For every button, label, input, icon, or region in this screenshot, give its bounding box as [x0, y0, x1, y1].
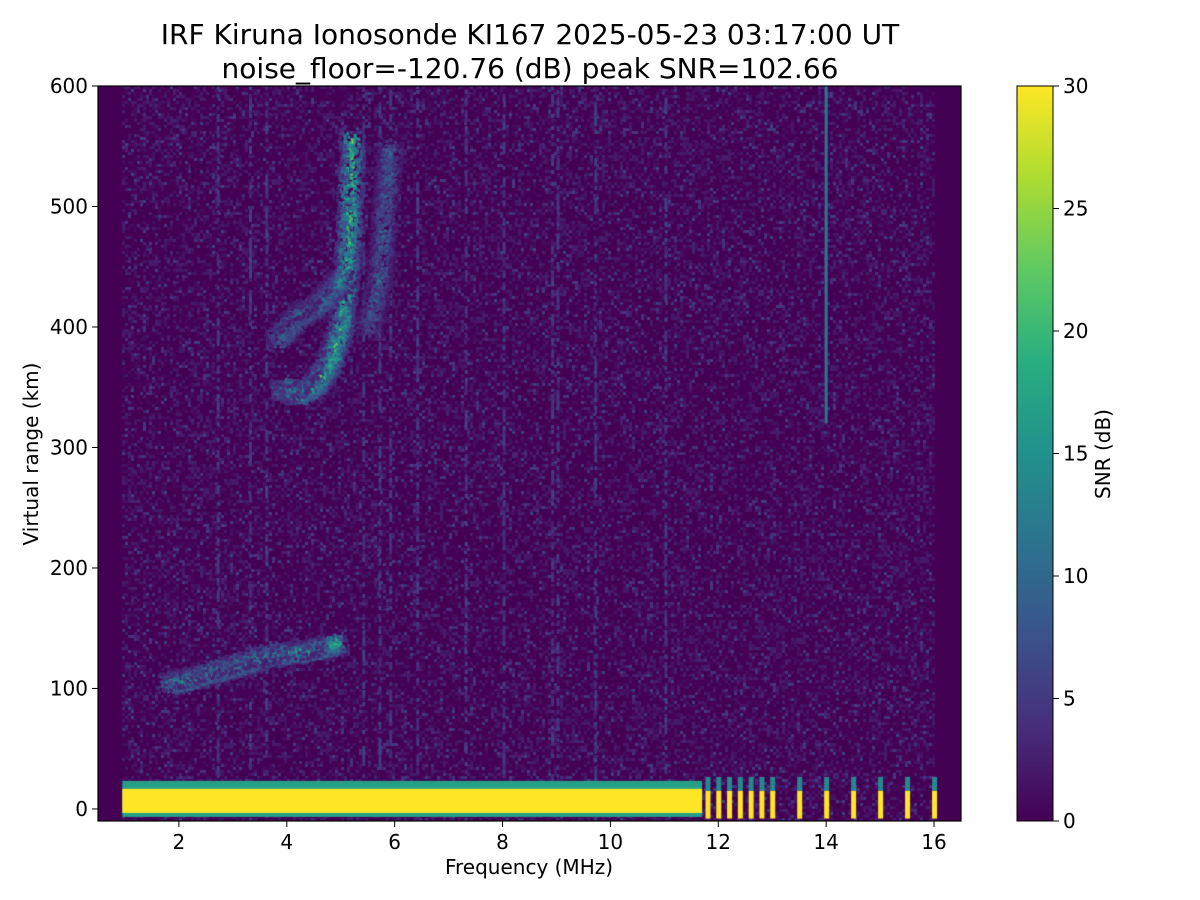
colorbar-tick-label: 25: [1063, 197, 1088, 221]
x-axis: 2 4 6 8 10 12 14 16: [173, 821, 947, 854]
x-tick-label: 16: [921, 830, 946, 854]
x-axis-label: Frequency (MHz): [445, 855, 613, 879]
x-tick-label: 8: [496, 830, 509, 854]
x-tick-label: 12: [706, 830, 731, 854]
y-tick-label: 400: [50, 315, 88, 339]
colorbar-tick-label: 0: [1063, 809, 1076, 833]
colorbar-tick-label: 10: [1063, 564, 1088, 588]
colorbar-tick-label: 20: [1063, 319, 1088, 343]
x-tick-label: 4: [280, 830, 293, 854]
y-axis-label: Virtual range (km): [19, 363, 43, 546]
y-tick-label: 600: [50, 74, 88, 98]
plot-frame: [97, 85, 962, 822]
y-tick-label: 500: [50, 194, 88, 218]
x-tick-label: 6: [388, 830, 401, 854]
colorbar-tick-label: 30: [1063, 74, 1088, 98]
y-axis: 0 100 200 300 400 500 600: [50, 74, 98, 821]
colorbar-tick-label: 15: [1063, 442, 1088, 466]
y-tick-label: 0: [75, 797, 88, 821]
x-tick-label: 14: [813, 830, 838, 854]
colorbar-tick-label: 5: [1063, 687, 1076, 711]
colorbar-label: SNR (dB): [1091, 409, 1115, 499]
colorbar-ticks: 0 5 10 15 20 25 30: [1053, 74, 1088, 833]
y-tick-label: 200: [50, 556, 88, 580]
colorbar-gradient: [1016, 85, 1054, 822]
heatmap: [98, 86, 961, 821]
chart-title: IRF Kiruna Ionosonde KI167 2025-05-23 03…: [161, 18, 900, 51]
y-tick-label: 100: [50, 676, 88, 700]
chart-subtitle: noise_floor=-120.76 (dB) peak SNR=102.66: [222, 52, 839, 85]
colorbar: 0 5 10 15 20 25 30 SNR (dB): [1016, 74, 1115, 833]
plot-area: [97, 85, 962, 822]
x-tick-label: 10: [598, 830, 623, 854]
x-tick-label: 2: [173, 830, 186, 854]
y-tick-label: 300: [50, 435, 88, 459]
